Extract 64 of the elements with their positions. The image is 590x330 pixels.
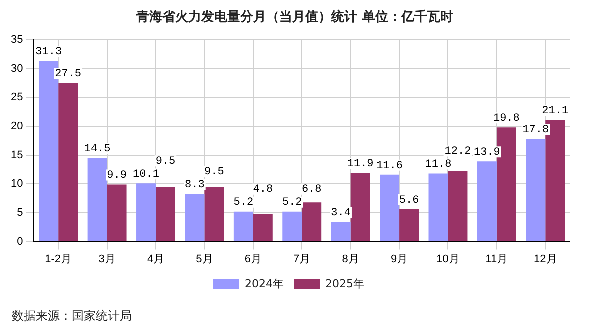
data-label: 12.2 [444, 146, 472, 158]
x-tick-label: 10月 [436, 253, 460, 266]
x-tick-label: 8月 [342, 253, 360, 266]
y-tick-label: 5 [17, 207, 24, 220]
y-tick-label: 10 [10, 178, 24, 190]
x-tick-label: 1-2月 [45, 253, 72, 266]
data-label: 19.8 [493, 113, 520, 126]
data-label: 14.5 [84, 144, 111, 156]
data-label: 5.2 [234, 197, 254, 210]
data-label: 27.5 [55, 68, 82, 81]
data-label: 4.8 [253, 184, 274, 196]
data-label: 5.2 [282, 197, 302, 210]
x-tick-label: 3月 [98, 253, 116, 266]
bar [156, 187, 176, 242]
x-tick-label: 4月 [147, 253, 165, 266]
bar [380, 174, 400, 242]
data-label: 9.9 [107, 170, 127, 182]
bar [136, 184, 156, 242]
y-tick-label: 30 [10, 62, 24, 75]
x-tick-label: 5月 [196, 253, 214, 266]
chart-title: 青海省火力发电量分月（当月值）统计 单位：亿千瓦时 [136, 8, 454, 26]
data-label: 6.8 [302, 184, 322, 196]
data-label: 9.5 [156, 156, 176, 168]
x-tick-label: 9月 [390, 253, 408, 266]
x-tick-label: 11月 [486, 253, 508, 266]
y-tick-label: 25 [10, 92, 24, 104]
bar [448, 171, 468, 242]
bar [253, 214, 273, 242]
data-label: 10.1 [133, 168, 160, 181]
data-label: 11.6 [376, 160, 403, 172]
bar [428, 174, 448, 242]
bar [234, 212, 254, 242]
data-label: 21.1 [542, 106, 569, 118]
bar [204, 187, 224, 242]
y-tick-label: 20 [10, 120, 24, 133]
bar [400, 210, 420, 242]
bar [282, 212, 302, 242]
data-label: 5.6 [399, 194, 420, 207]
data-label: 17.8 [522, 124, 550, 137]
bar [526, 139, 546, 242]
data-label: 9.5 [204, 166, 224, 178]
bar [331, 222, 351, 242]
bar [302, 202, 322, 242]
bar [477, 162, 497, 242]
bar [350, 173, 370, 242]
source-note: 数据来源：国家统计局 [12, 308, 132, 325]
x-tick-label: 12月 [534, 253, 558, 266]
bar [107, 184, 127, 242]
x-tick-label: 7月 [294, 253, 311, 266]
bar [58, 83, 78, 242]
data-label: 8.3 [185, 179, 205, 192]
legend-label: 2024年 [245, 277, 284, 290]
y-tick-label: 15 [10, 149, 24, 162]
data-label: 11.8 [425, 159, 452, 172]
bar [185, 194, 205, 242]
y-tick-label: 35 [10, 34, 24, 46]
data-label: 11.9 [347, 158, 374, 171]
data-label: 13.9 [474, 147, 500, 160]
legend-label: 2025年 [326, 277, 364, 290]
y-tick-label: 0 [17, 236, 24, 248]
data-label: 3.4 [331, 208, 352, 220]
bar [88, 158, 108, 242]
data-label: 31.3 [36, 46, 62, 59]
x-tick-label: 6月 [244, 253, 262, 266]
